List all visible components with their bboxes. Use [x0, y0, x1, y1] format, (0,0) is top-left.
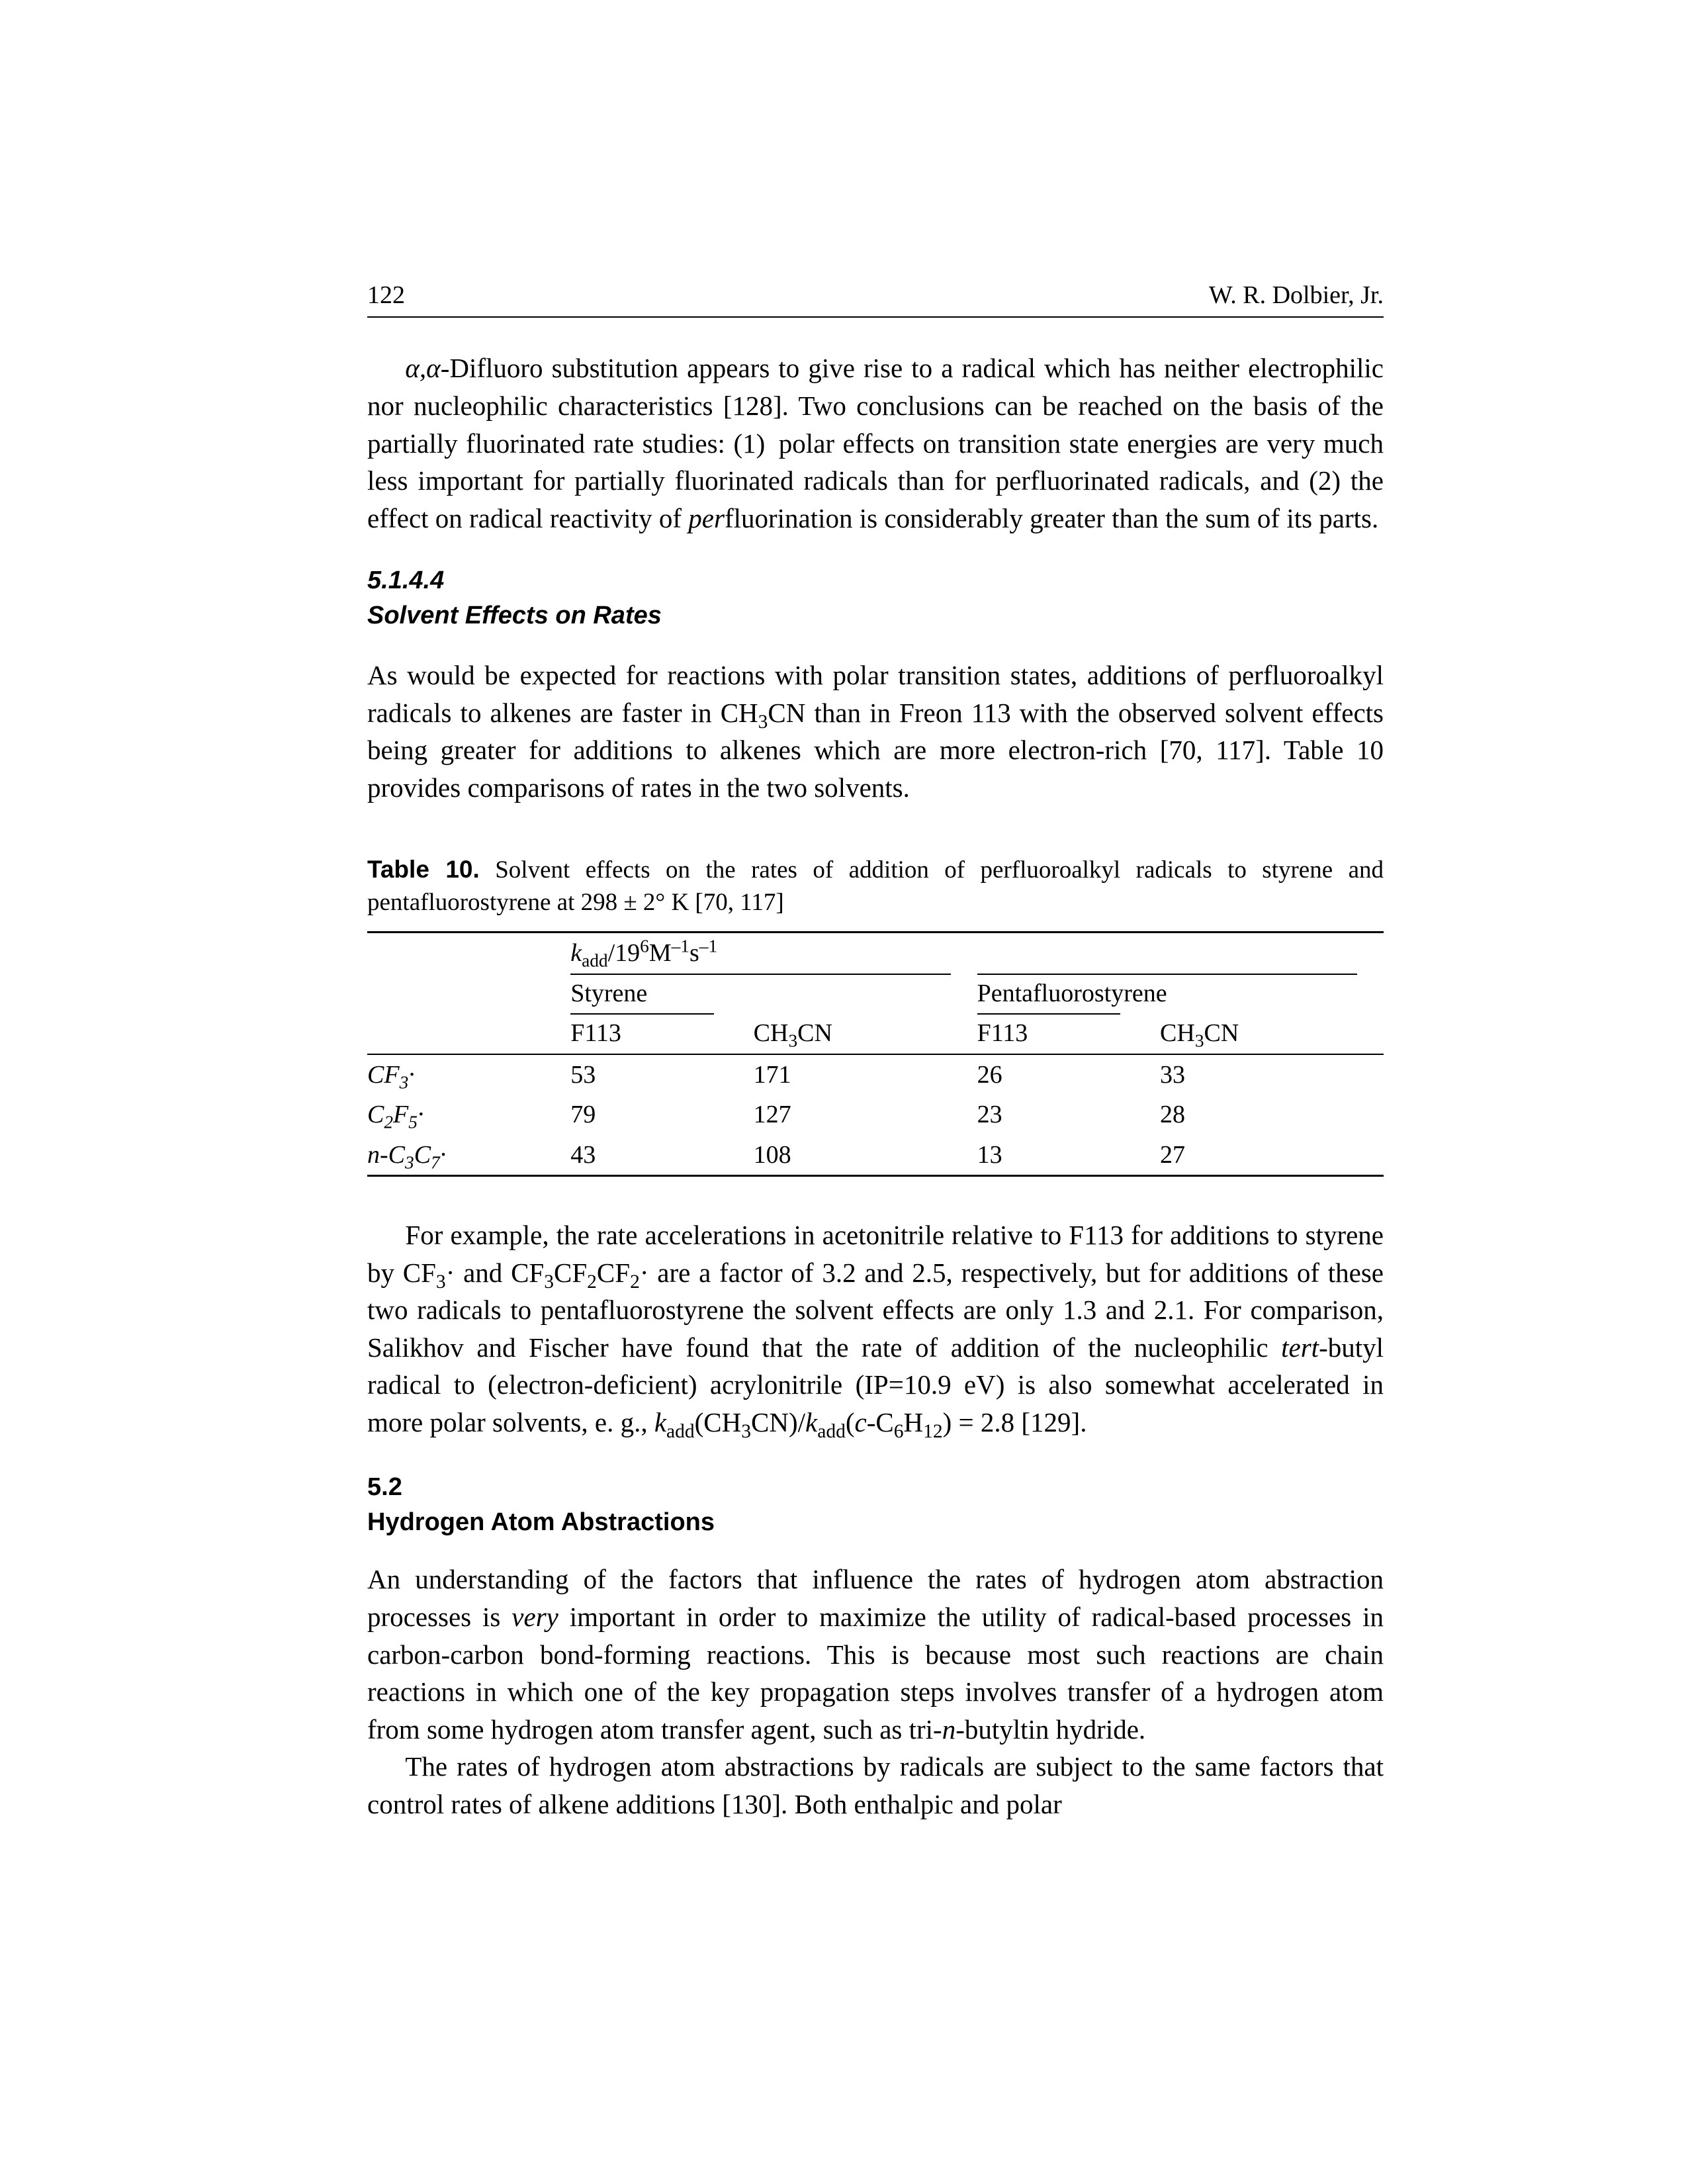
- table-10-caption-text: Solvent effects on the rates of addition…: [367, 856, 1384, 917]
- paragraph-hydrogen-1: An understanding of the factors that inf…: [367, 1561, 1384, 1748]
- table-10: kadd/196M–1s–1 Styrene Pentafluorostyren…: [367, 931, 1384, 1177]
- table-10-sub-f113-a: F113: [570, 1019, 621, 1047]
- table-10-label: Table 10.: [367, 856, 480, 883]
- table-cell: 79: [570, 1095, 753, 1134]
- paragraph-intro: α,α-Difluoro substitution appears to giv…: [367, 349, 1384, 537]
- table-cell: 28: [1160, 1095, 1384, 1134]
- table-cell: 26: [977, 1054, 1160, 1095]
- table-row-label: n-C3C7·: [367, 1135, 570, 1176]
- running-head: 122 W. R. Dolbier, Jr.: [367, 278, 1384, 318]
- table-row-label: C2F5·: [367, 1095, 570, 1134]
- table-10-sub-ch3cn-a: CH3CN: [754, 1019, 832, 1047]
- table-cell: 33: [1160, 1054, 1384, 1095]
- page-number: 122: [367, 278, 405, 312]
- table-cell: 171: [754, 1054, 977, 1095]
- table-10-sub-ch3cn-b: CH3CN: [1160, 1019, 1239, 1047]
- table-cell: 23: [977, 1095, 1160, 1134]
- table-cell: 127: [754, 1095, 977, 1134]
- table-10-group-styrene: Styrene: [570, 979, 647, 1007]
- running-author: W. R. Dolbier, Jr.: [1209, 278, 1384, 312]
- table-cell: 53: [570, 1054, 753, 1095]
- table-10-k-header: kadd/196M–1s–1: [570, 933, 1384, 974]
- table-cell: 27: [1160, 1135, 1384, 1176]
- section-number-5-2: 5.2: [367, 1470, 1384, 1504]
- table-10-group-pentafluorostyrene: Pentafluorostyrene: [977, 979, 1167, 1007]
- section-title-solvent-effects: Solvent Effects on Rates: [367, 598, 1384, 633]
- paragraph-example: For example, the rate accelerations in a…: [367, 1216, 1384, 1441]
- paragraph-solvent-effects: As would be expected for reactions with …: [367, 657, 1384, 806]
- table-cell: 108: [754, 1135, 977, 1176]
- section-number-5-1-4-4: 5.1.4.4: [367, 563, 1384, 598]
- section-title-hydrogen-atom-abstractions: Hydrogen Atom Abstractions: [367, 1505, 1384, 1539]
- paragraph-hydrogen-2: The rates of hydrogen atom abstractions …: [367, 1748, 1384, 1823]
- table-cell: 43: [570, 1135, 753, 1176]
- table-row-label: CF3·: [367, 1054, 570, 1095]
- table-cell: 13: [977, 1135, 1160, 1176]
- table-10-caption: Table 10. Solvent effects on the rates o…: [367, 853, 1384, 920]
- page: 122 W. R. Dolbier, Jr. α,α-Difluoro subs…: [0, 0, 1688, 2184]
- table-10-sub-f113-b: F113: [977, 1019, 1028, 1047]
